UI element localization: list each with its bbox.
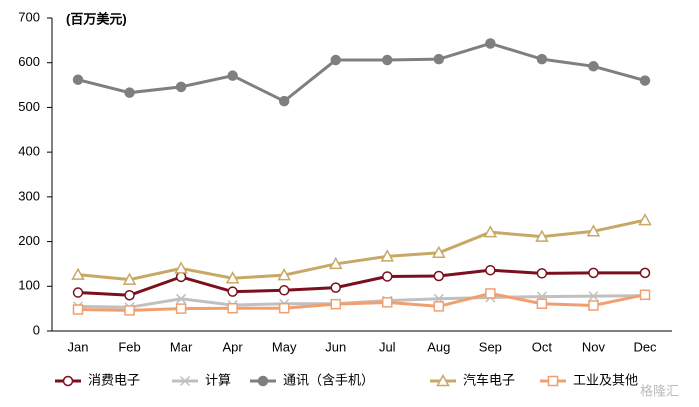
- data-point: [72, 74, 84, 85]
- series-line: [77, 218, 646, 282]
- data-point: [122, 272, 137, 285]
- data-point: [639, 75, 651, 86]
- legend-marker: [62, 375, 74, 387]
- y-tick-label: 200: [18, 233, 40, 248]
- data-point: [639, 289, 651, 301]
- x-tick-label: Feb: [118, 339, 140, 354]
- data-point: [277, 268, 291, 281]
- data-point: [382, 271, 393, 282]
- y-tick-label: 600: [18, 54, 40, 69]
- y-axis-unit: (百万美元): [66, 11, 127, 26]
- data-point: [588, 291, 599, 302]
- legend-marker: [547, 375, 559, 387]
- data-point: [535, 229, 549, 242]
- data-point: [380, 249, 395, 262]
- x-tick-label: Aug: [427, 339, 450, 354]
- data-point: [382, 297, 393, 308]
- data-point: [639, 267, 651, 279]
- data-point: [227, 302, 238, 314]
- y-tick-label: 100: [18, 278, 40, 293]
- data-point: [638, 213, 652, 226]
- data-point: [330, 298, 341, 310]
- x-tick-label: Jan: [68, 339, 89, 354]
- data-point: [536, 53, 548, 65]
- watermark: 格隆汇: [640, 383, 679, 398]
- data-point: [536, 298, 548, 309]
- data-point: [485, 38, 496, 49]
- y-tick-label: 300: [18, 188, 40, 203]
- y-tick-label: 700: [18, 9, 40, 24]
- data-point: [588, 300, 599, 311]
- y-tick-label: 500: [18, 99, 40, 114]
- data-point: [485, 264, 496, 276]
- y-tick-label: 400: [18, 144, 40, 159]
- x-tick-label: Jun: [325, 339, 346, 354]
- legend-label: 工业及其他: [573, 372, 638, 387]
- legend-label: 消费电子: [88, 372, 140, 387]
- legend-marker: [179, 375, 191, 387]
- data-point: [586, 224, 601, 237]
- data-point: [382, 54, 393, 66]
- data-point: [174, 261, 188, 274]
- x-tick-label: Jul: [379, 339, 396, 354]
- data-point: [227, 286, 238, 297]
- y-tick-label: 0: [33, 322, 40, 337]
- data-point: [175, 303, 187, 314]
- data-point: [433, 270, 445, 282]
- x-tick-label: Dec: [633, 339, 657, 354]
- data-point: [278, 285, 290, 296]
- data-point: [71, 267, 85, 280]
- data-point: [124, 305, 135, 316]
- data-point: [432, 245, 446, 258]
- data-point: [278, 302, 290, 314]
- data-point: [175, 81, 187, 93]
- legend-marker: [257, 375, 269, 387]
- x-tick-label: Oct: [532, 339, 553, 354]
- data-point: [175, 271, 187, 283]
- data-point: [124, 87, 135, 98]
- data-point: [483, 225, 498, 238]
- legend-label: 汽车电子: [463, 372, 515, 387]
- data-point: [225, 271, 240, 284]
- series-line: [77, 291, 646, 312]
- data-point: [227, 70, 238, 81]
- data-point: [588, 267, 599, 279]
- data-point: [124, 289, 135, 301]
- legend-label: 计算: [205, 372, 231, 387]
- data-point: [72, 304, 84, 315]
- data-point: [72, 287, 84, 298]
- data-point: [330, 54, 341, 66]
- legend-label: 通讯（含手机）: [283, 372, 374, 387]
- series-line: [77, 41, 646, 103]
- x-tick-label: Mar: [170, 339, 193, 354]
- data-point: [588, 61, 599, 72]
- x-tick-label: May: [272, 339, 297, 354]
- legend-marker: [436, 373, 450, 387]
- x-tick-label: Nov: [582, 339, 606, 354]
- x-tick-label: Sep: [479, 339, 502, 354]
- series-line: [77, 268, 645, 297]
- data-point: [433, 53, 445, 65]
- data-point: [433, 301, 445, 312]
- data-point: [278, 95, 290, 107]
- data-point: [328, 256, 343, 270]
- x-tick-label: Apr: [223, 339, 244, 354]
- data-point: [330, 282, 341, 293]
- data-point: [485, 288, 496, 299]
- data-point: [536, 268, 548, 279]
- data-point: [176, 293, 187, 304]
